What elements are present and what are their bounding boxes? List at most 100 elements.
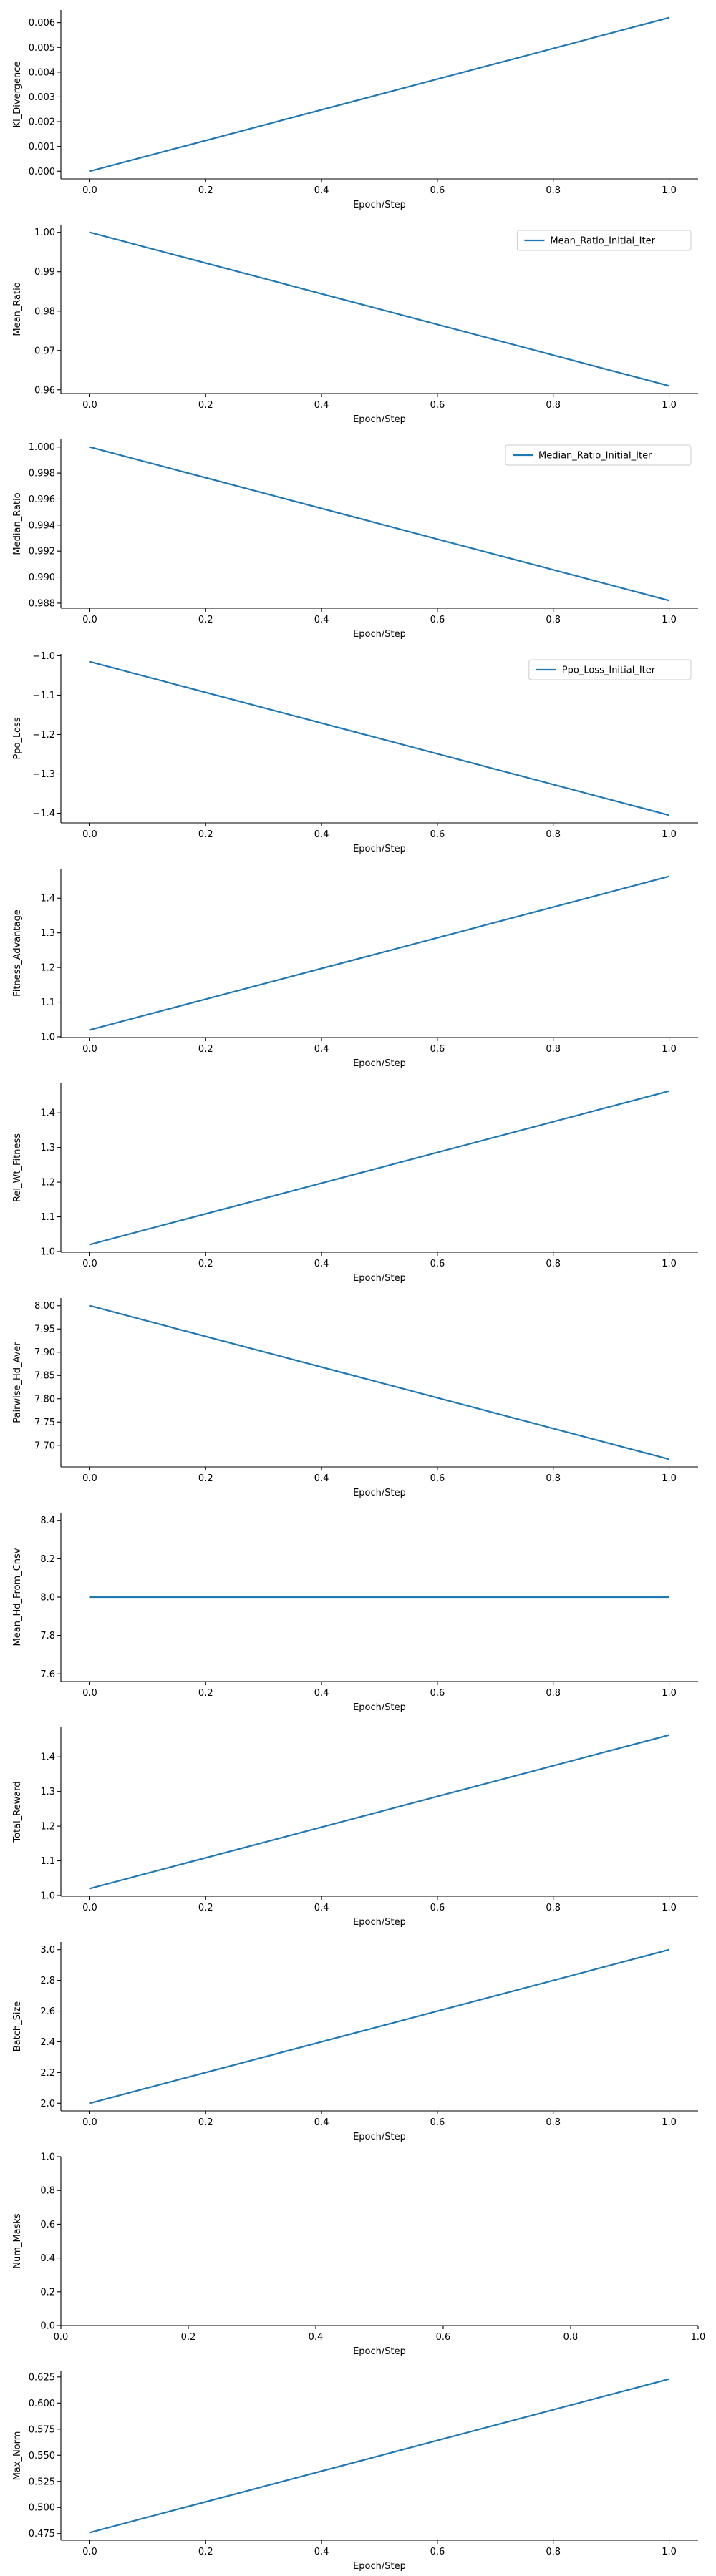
x-tick-label: 1.0 [662, 615, 677, 625]
y-tick-label: 7.95 [34, 1324, 55, 1335]
y-tick-label: 0.994 [29, 520, 55, 531]
x-tick-label: 0.2 [198, 185, 213, 196]
x-tick-label: 0.4 [309, 2332, 324, 2343]
x-axis-label: Epoch/Step [353, 2561, 406, 2572]
x-axis-label: Epoch/Step [353, 1273, 406, 1284]
y-tick-label: 1.0 [40, 1246, 55, 1257]
y-tick-label: 0.001 [29, 142, 55, 152]
x-tick-label: 0.8 [546, 1259, 561, 1269]
y-tick-label: 0.550 [29, 2451, 55, 2462]
y-tick-label: 8.4 [40, 1516, 55, 1526]
y-tick-label: 0.575 [29, 2424, 55, 2435]
y-tick-label: −1.1 [32, 691, 55, 701]
legend-box [528, 659, 692, 680]
y-tick-label: 0.003 [29, 92, 55, 103]
x-axis-label: Epoch/Step [353, 629, 406, 640]
y-tick-label: −1.2 [32, 730, 55, 741]
x-tick-label: 0.4 [314, 2117, 329, 2128]
x-tick-label: 0.2 [198, 615, 213, 625]
x-tick-label: 1.0 [662, 829, 677, 840]
x-tick-label: 0.4 [314, 185, 329, 196]
x-tick-label: 0.0 [82, 185, 97, 196]
subplot-mean-ratio: 0.96 0.97 0.98 0.99 1.00 0.0 0.2 0.4 0.6 0.8 1.0 Ep… [12, 225, 698, 425]
y-tick-label: 0.998 [29, 469, 55, 479]
y-tick-label: 0.992 [29, 547, 55, 557]
y-tick-label: 0.500 [29, 2503, 55, 2514]
y-tick-label: 0.000 [29, 167, 55, 177]
x-tick-label: 0.0 [82, 1688, 97, 1699]
subplot-pairwise-hd-aver: 7.70 7.75 7.80 7.85 7.90 7.95 8.00 0.0 0.2 0.4 0.6… [12, 1298, 698, 1498]
y-tick-label: 0.0 [40, 2321, 55, 2332]
x-axis-label: Epoch/Step [353, 414, 406, 425]
x-tick-label: 0.6 [430, 1688, 445, 1699]
x-tick-label: 0.2 [198, 2547, 213, 2557]
x-tick-label: 0.0 [82, 1903, 97, 1913]
x-axis-label: Epoch/Step [353, 2132, 406, 2142]
y-tick-label: 7.75 [34, 1418, 55, 1428]
y-tick-label: 0.005 [29, 43, 55, 54]
y-tick-label: 0.996 [29, 494, 55, 505]
x-tick-label: 0.8 [546, 2547, 561, 2557]
x-axis-label: Epoch/Step [353, 1702, 406, 1713]
y-tick-label: 1.0 [40, 1032, 55, 1043]
y-tick-label: 1.4 [40, 1752, 55, 1763]
x-tick-label: 0.8 [546, 1473, 561, 1484]
x-tick-label: 0.8 [546, 615, 561, 625]
series-line [90, 16, 669, 172]
legend-box [516, 230, 692, 251]
y-axis-label: Kl_Divergence [12, 62, 23, 128]
y-tick-label: 8.0 [40, 1593, 55, 1604]
y-tick-label: 0.97 [34, 346, 55, 356]
x-tick-label: 0.0 [82, 2117, 97, 2128]
x-tick-label: 0.6 [430, 615, 445, 625]
x-tick-label: 0.0 [82, 1044, 97, 1055]
y-tick-label: 1.000 [29, 442, 55, 453]
x-tick-label: 0.6 [430, 1044, 445, 1055]
subplot-mean-hd-from-cnsv: 7.6 7.8 8.0 8.2 8.4 0.0 0.2 0.4 0.6 0.8 1.0 Epoch/S… [12, 1513, 698, 1713]
y-tick-label: 1.0 [40, 2152, 55, 2163]
y-axis-label: Num_Masks [12, 2213, 23, 2269]
x-axis-label: Epoch/Step [353, 1488, 406, 1498]
y-tick-label: −1.3 [32, 769, 55, 780]
y-tick-label: 1.3 [40, 1787, 55, 1797]
x-tick-label: 1.0 [662, 1259, 677, 1269]
x-tick-label: 0.0 [54, 2332, 69, 2343]
x-tick-label: 0.2 [198, 1688, 213, 1699]
y-tick-label: 7.70 [34, 1440, 55, 1451]
x-tick-label: 0.6 [436, 2332, 451, 2343]
y-tick-label: 0.006 [29, 18, 55, 29]
y-tick-label: 2.2 [40, 2068, 55, 2079]
y-tick-label: 1.4 [40, 1108, 55, 1119]
x-tick-label: 0.2 [198, 829, 213, 840]
x-tick-label: 0.8 [546, 400, 561, 411]
subplot-rel-wt-fitness: 1.0 1.1 1.2 1.3 1.4 0.0 0.2 0.4 0.6 0.8 1.0 Epoch/S… [12, 1083, 698, 1284]
x-tick-label: 0.2 [198, 1903, 213, 1913]
y-axis-label: Ppo_Loss [12, 717, 23, 759]
x-tick-label: 0.8 [546, 2117, 561, 2128]
x-tick-label: 0.4 [314, 1259, 329, 1269]
x-tick-label: 0.0 [82, 2547, 97, 2557]
y-tick-label: 7.8 [40, 1631, 55, 1641]
y-tick-label: 0.98 [34, 306, 55, 317]
y-tick-label: 7.80 [34, 1394, 55, 1405]
y-tick-label: 0.625 [29, 2372, 55, 2383]
y-tick-label: 2.4 [40, 2037, 55, 2048]
y-tick-label: 0.002 [29, 117, 55, 128]
y-tick-label: 1.3 [40, 1143, 55, 1153]
y-tick-label: −1.4 [32, 809, 55, 819]
x-axis-label: Epoch/Step [353, 1917, 406, 1928]
y-tick-label: 0.988 [29, 598, 55, 609]
y-tick-label: 1.2 [40, 963, 55, 974]
y-axis-label: Batch_Size [12, 2001, 23, 2052]
y-tick-label: 7.85 [34, 1371, 55, 1382]
y-tick-label: 2.6 [40, 2006, 55, 2017]
x-tick-label: 0.6 [430, 829, 445, 840]
subplot-kl-divergence: 0.000 0.001 0.002 0.003 0.004 0.005 0.006 0.0 0.… [12, 10, 698, 210]
x-tick-label: 0.4 [314, 1903, 329, 1913]
x-tick-label: 0.2 [198, 1044, 213, 1055]
x-tick-label: 0.8 [546, 185, 561, 196]
subplot-max-norm: 0.475 0.500 0.525 0.550 0.575 0.600 0.625 0.0 0.… [12, 2371, 698, 2572]
y-tick-label: 2.8 [40, 1976, 55, 1986]
y-tick-label: 1.2 [40, 1178, 55, 1189]
x-tick-label: 0.2 [198, 400, 213, 411]
